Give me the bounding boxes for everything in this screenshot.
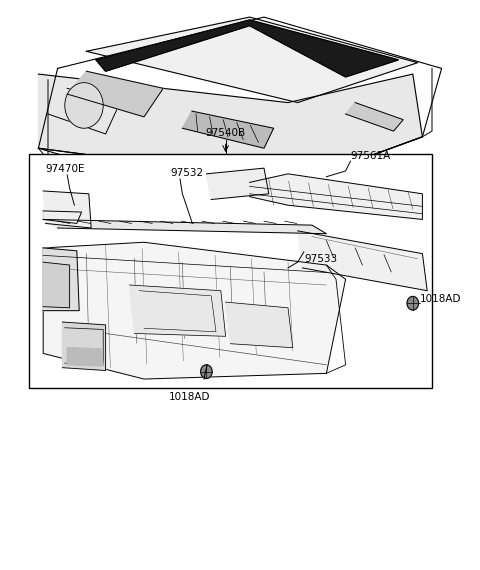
Text: 97532: 97532	[170, 168, 204, 178]
Polygon shape	[298, 231, 427, 291]
Bar	[29, 154, 432, 388]
Polygon shape	[43, 248, 79, 311]
Text: 97561A: 97561A	[350, 150, 391, 161]
Text: 97533: 97533	[305, 254, 338, 264]
Text: 97470E: 97470E	[46, 164, 85, 174]
Text: 1018AD: 1018AD	[169, 392, 210, 402]
Polygon shape	[182, 111, 274, 148]
Polygon shape	[346, 103, 403, 131]
Polygon shape	[67, 71, 163, 117]
Polygon shape	[96, 20, 398, 77]
Polygon shape	[43, 219, 326, 234]
Polygon shape	[38, 74, 422, 182]
Circle shape	[65, 83, 103, 128]
Polygon shape	[250, 174, 422, 219]
Text: 97540B: 97540B	[205, 128, 246, 138]
Polygon shape	[67, 348, 103, 366]
Polygon shape	[226, 302, 293, 348]
Circle shape	[407, 296, 419, 310]
Polygon shape	[206, 168, 269, 199]
Polygon shape	[43, 211, 82, 223]
Text: 1018AD: 1018AD	[420, 294, 461, 304]
Polygon shape	[62, 322, 106, 370]
Polygon shape	[130, 285, 226, 336]
Polygon shape	[43, 242, 346, 379]
Polygon shape	[43, 191, 91, 228]
Polygon shape	[86, 17, 418, 103]
Circle shape	[201, 365, 212, 378]
Polygon shape	[43, 262, 70, 308]
